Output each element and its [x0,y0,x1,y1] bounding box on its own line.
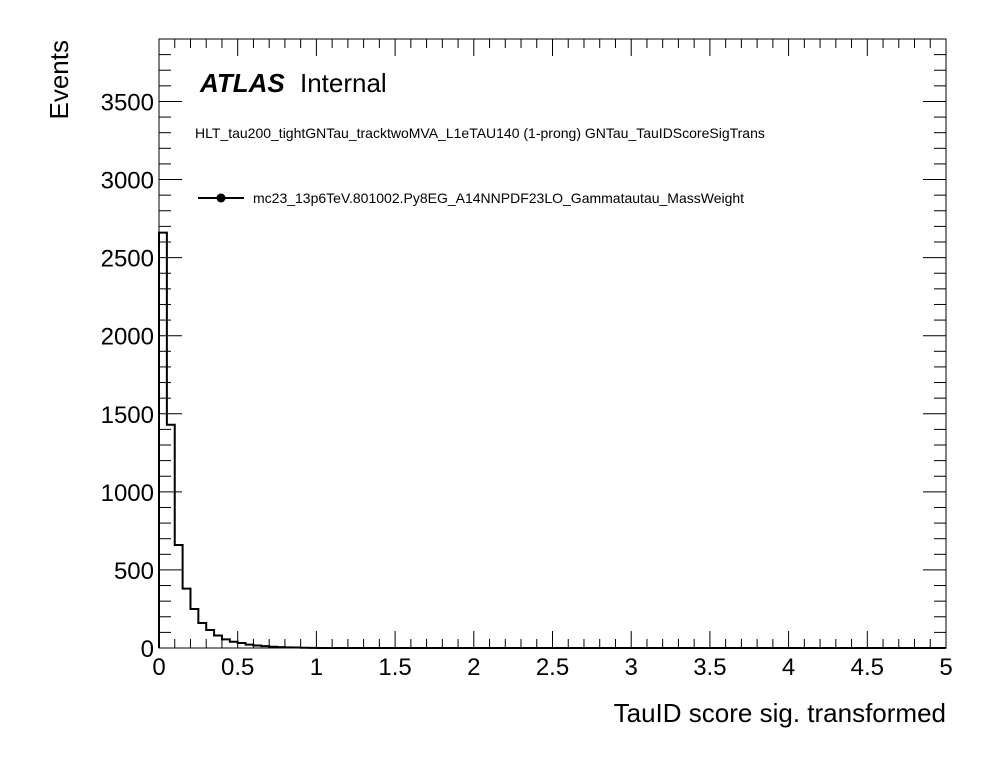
legend-label: mc23_13p6TeV.801002.Py8EG_A14NNPDF23LO_G… [253,190,744,206]
y-tick-label: 2500 [101,246,154,273]
legend: mc23_13p6TeV.801002.Py8EG_A14NNPDF23LO_G… [198,190,744,206]
y-tick-labels: 0 500 1000 1500 2000 2500 3000 3500 [101,89,154,663]
legend-marker [216,193,226,203]
y-tick-label: 1000 [101,480,154,507]
y-tick-label: 2000 [101,324,154,351]
plot-frame [158,38,947,649]
x-tick-label: 1.5 [378,654,411,681]
x-tick-label: 4 [782,654,795,681]
atlas-label: ATLAS Internal [199,68,387,98]
x-tick-label: 1 [310,654,323,681]
x-tick-label: 5 [939,654,952,681]
y-tick-label: 500 [114,558,154,585]
y-tick-label: 3000 [101,168,154,195]
y-tick-label: 0 [141,636,154,663]
subtitle: HLT_tau200_tightGNTau_tracktwoMVA_L1eTAU… [195,125,765,141]
x-tick-label: 0.5 [221,654,254,681]
y-tick-label: 3500 [101,89,154,116]
atlas-bold-text: ATLAS [199,68,285,98]
x-tick-labels: 0 0.5 1 1.5 2 2.5 3 3.5 4 4.5 5 [152,654,952,681]
x-axis-title: TauID score sig. transformed [614,698,946,728]
x-tick-label: 3 [625,654,638,681]
atlas-internal-text: Internal [300,68,387,98]
x-tick-label: 3.5 [693,654,726,681]
x-tick-label: 2 [467,654,480,681]
x-tick-label: 2.5 [536,654,569,681]
y-axis-title: Events [44,40,74,120]
x-tick-label: 0 [152,654,165,681]
y-tick-label: 1500 [101,402,154,429]
x-tick-label: 4.5 [851,654,884,681]
series-histogram-line [158,231,946,649]
